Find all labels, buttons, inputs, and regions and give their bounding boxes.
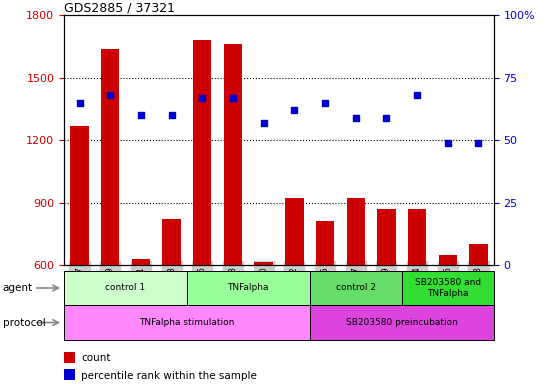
Text: percentile rank within the sample: percentile rank within the sample — [81, 371, 257, 381]
Bar — [254, 262, 273, 384]
Bar — [193, 40, 211, 384]
Bar — [64, 271, 187, 305]
Bar — [310, 305, 494, 340]
Point — [320, 100, 329, 106]
Bar — [408, 209, 426, 384]
Bar — [469, 244, 488, 384]
Point — [75, 100, 84, 106]
Point — [167, 112, 176, 118]
Point — [136, 112, 145, 118]
Point — [198, 95, 206, 101]
Text: SB203580 and
TNFalpha: SB203580 and TNFalpha — [415, 278, 481, 298]
Bar — [64, 352, 75, 363]
Bar — [187, 271, 310, 305]
Text: GDS2885 / 37321: GDS2885 / 37321 — [64, 1, 175, 14]
Bar — [132, 259, 150, 384]
Text: TNFalpha stimulation: TNFalpha stimulation — [140, 318, 234, 327]
Text: SB203580 preincubation: SB203580 preincubation — [346, 318, 458, 327]
Text: protocol: protocol — [3, 318, 46, 328]
Bar — [101, 49, 119, 384]
Bar — [402, 271, 494, 305]
Text: control 1: control 1 — [105, 283, 146, 293]
Point — [290, 107, 299, 113]
Bar — [224, 45, 242, 384]
Bar — [439, 255, 457, 384]
Bar — [310, 271, 402, 305]
Bar — [70, 126, 89, 384]
Text: TNFalpha: TNFalpha — [228, 283, 269, 293]
Point — [412, 92, 421, 98]
Bar — [162, 219, 181, 384]
Point — [351, 115, 360, 121]
Bar — [64, 369, 75, 380]
Point — [474, 140, 483, 146]
Point — [443, 140, 452, 146]
Text: agent: agent — [3, 283, 33, 293]
Bar — [377, 209, 396, 384]
Point — [259, 120, 268, 126]
Point — [228, 95, 237, 101]
Bar — [316, 221, 334, 384]
Point — [382, 115, 391, 121]
Bar — [285, 199, 304, 384]
Point — [105, 92, 115, 98]
Text: control 2: control 2 — [336, 283, 376, 293]
Bar — [64, 305, 310, 340]
Bar — [347, 199, 365, 384]
Text: count: count — [81, 353, 111, 363]
